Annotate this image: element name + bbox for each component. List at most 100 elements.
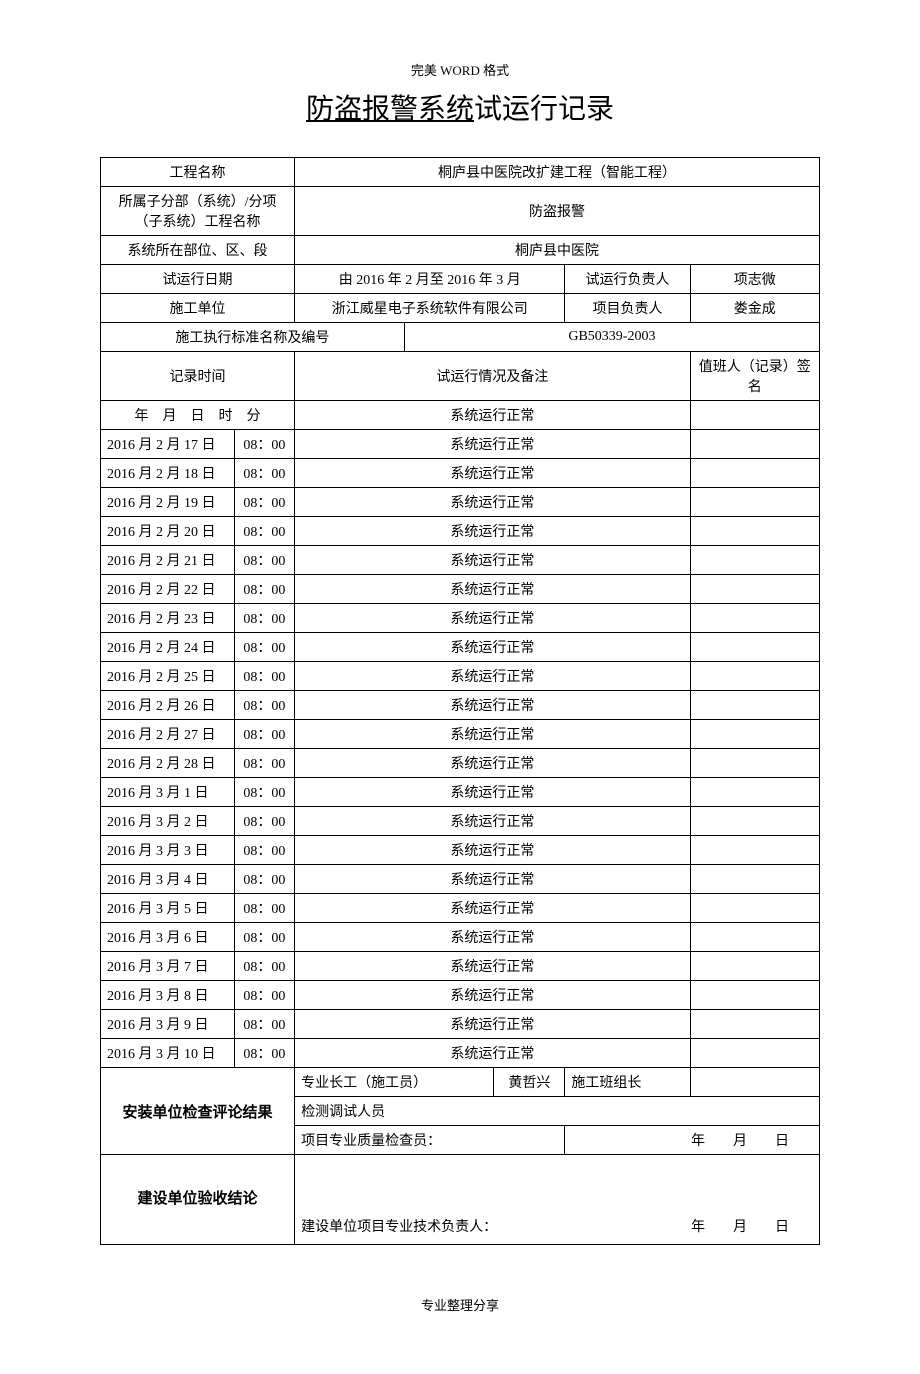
table-row: 2016 月 3 月 3 日08：00系统运行正常 (101, 836, 820, 865)
row-date: 2016 月 3 月 5 日 (101, 894, 235, 923)
table-row: 2016 月 3 月 1 日08：00系统运行正常 (101, 778, 820, 807)
row-sign (690, 865, 819, 894)
row-status: 系统运行正常 (295, 720, 690, 749)
row-status: 系统运行正常 (295, 691, 690, 720)
label-build-accept: 建设单位验收结论 (101, 1155, 295, 1245)
row-status: 系统运行正常 (295, 836, 690, 865)
label-build-tech-leader: 建设单位项目专业技术负责人： (301, 1220, 497, 1235)
row-sign (690, 923, 819, 952)
table-row: 2016 月 2 月 17 日08：00系统运行正常 (101, 430, 820, 459)
row-date: 2016 月 3 月 6 日 (101, 923, 235, 952)
table-row: 2016 月 3 月 6 日08：00系统运行正常 (101, 923, 820, 952)
row-date: 2016 月 2 月 22 日 (101, 575, 235, 604)
row-date: 2016 月 2 月 23 日 (101, 604, 235, 633)
row-time: 08：00 (234, 517, 294, 546)
row-sign (690, 459, 819, 488)
row-sign (690, 981, 819, 1010)
label-standard: 施工执行标准名称及编号 (101, 323, 405, 352)
value-project-leader: 娄金成 (690, 294, 819, 323)
row-sign (690, 546, 819, 575)
label-install-result: 安装单位检查评论结果 (101, 1068, 295, 1155)
table-row: 2016 月 2 月 28 日08：00系统运行正常 (101, 749, 820, 778)
row-date: 2016 月 3 月 4 日 (101, 865, 235, 894)
row-sign (690, 662, 819, 691)
footer-note: 专业整理分享 (100, 1295, 820, 1314)
row-sign (690, 633, 819, 662)
row-status: 系统运行正常 (295, 517, 690, 546)
row-sign (690, 894, 819, 923)
build-accept-content: 建设单位项目专业技术负责人： 年 月 日 (295, 1155, 820, 1245)
row-sign (690, 836, 819, 865)
row-time: 08：00 (234, 836, 294, 865)
value-pro-worker-name: 黄哲兴 (494, 1068, 565, 1097)
table-row: 2016 月 3 月 5 日08：00系统运行正常 (101, 894, 820, 923)
table-row: 2016 月 2 月 18 日08：00系统运行正常 (101, 459, 820, 488)
label-record-time: 记录时间 (101, 352, 295, 401)
row-status: 系统运行正常 (295, 1010, 690, 1039)
label-trial-status: 试运行情况及备注 (295, 352, 690, 401)
table-row: 2016 月 2 月 26 日08：00系统运行正常 (101, 691, 820, 720)
row-sign (690, 807, 819, 836)
row-date: 2016 月 2 月 25 日 (101, 662, 235, 691)
title-rest: 试运行记录 (474, 94, 614, 125)
row-time: 08：00 (234, 430, 294, 459)
table-row: 2016 月 3 月 7 日08：00系统运行正常 (101, 952, 820, 981)
label-team-leader: 施工班组长 (565, 1068, 690, 1097)
row-date: 2016 月 2 月 18 日 (101, 459, 235, 488)
row-status: 系统运行正常 (295, 459, 690, 488)
row-date: 2016 月 2 月 24 日 (101, 633, 235, 662)
row-status: 系统运行正常 (295, 546, 690, 575)
label-project-leader: 项目负责人 (565, 294, 690, 323)
row-time: 08：00 (234, 546, 294, 575)
table-row: 2016 月 2 月 24 日08：00系统运行正常 (101, 633, 820, 662)
row-time: 08：00 (234, 1010, 294, 1039)
row-time: 08：00 (234, 865, 294, 894)
row-date: 2016 月 2 月 17 日 (101, 430, 235, 459)
row-time: 08：00 (234, 807, 294, 836)
row-status: 系统运行正常 (295, 633, 690, 662)
label-trial-leader: 试运行负责人 (565, 265, 690, 294)
value-subsystem: 防盗报警 (295, 187, 820, 236)
row-time: 08：00 (234, 662, 294, 691)
table-row: 2016 月 3 月 8 日08：00系统运行正常 (101, 981, 820, 1010)
row-sign (690, 1010, 819, 1039)
value-standard: GB50339-2003 (404, 323, 819, 352)
header-status: 系统运行正常 (295, 401, 690, 430)
table-row: 2016 月 2 月 25 日08：00系统运行正常 (101, 662, 820, 691)
row-sign (690, 1039, 819, 1068)
label-project-name: 工程名称 (101, 158, 295, 187)
row-status: 系统运行正常 (295, 952, 690, 981)
label-trial-date: 试运行日期 (101, 265, 295, 294)
quality-checker-date: 年 月 日 (565, 1126, 820, 1155)
label-duty-sign: 值班人（记录）签名 (690, 352, 819, 401)
row-status: 系统运行正常 (295, 575, 690, 604)
row-time: 08：00 (234, 1039, 294, 1068)
record-table: 工程名称 桐庐县中医院改扩建工程（智能工程） 所属子分部（系统）/分项（子系统）… (100, 157, 820, 1245)
label-inspector: 检测调试人员 (295, 1097, 820, 1126)
table-row: 2016 月 3 月 2 日08：00系统运行正常 (101, 807, 820, 836)
row-date: 2016 月 2 月 20 日 (101, 517, 235, 546)
row-status: 系统运行正常 (295, 807, 690, 836)
row-sign (690, 430, 819, 459)
row-sign (690, 749, 819, 778)
row-status: 系统运行正常 (295, 662, 690, 691)
row-time: 08：00 (234, 459, 294, 488)
row-date: 2016 月 2 月 27 日 (101, 720, 235, 749)
row-date: 2016 月 3 月 2 日 (101, 807, 235, 836)
row-date: 2016 月 3 月 3 日 (101, 836, 235, 865)
value-trial-leader: 项志微 (690, 265, 819, 294)
table-row: 2016 月 3 月 9 日08：00系统运行正常 (101, 1010, 820, 1039)
page-title: 防盗报警系统试运行记录 (100, 87, 820, 127)
table-row: 2016 月 2 月 19 日08：00系统运行正常 (101, 488, 820, 517)
value-location: 桐庐县中医院 (295, 236, 820, 265)
value-trial-date: 由 2016 年 2 月至 2016 年 3 月 (295, 265, 565, 294)
label-pro-worker: 专业长工（施工员） (295, 1068, 494, 1097)
row-time: 08：00 (234, 720, 294, 749)
row-status: 系统运行正常 (295, 981, 690, 1010)
value-construction-unit: 浙江威星电子系统软件有限公司 (295, 294, 565, 323)
row-time: 08：00 (234, 691, 294, 720)
row-time: 08：00 (234, 778, 294, 807)
row-sign (690, 720, 819, 749)
row-date: 2016 月 3 月 10 日 (101, 1039, 235, 1068)
table-row: 2016 月 2 月 20 日08：00系统运行正常 (101, 517, 820, 546)
